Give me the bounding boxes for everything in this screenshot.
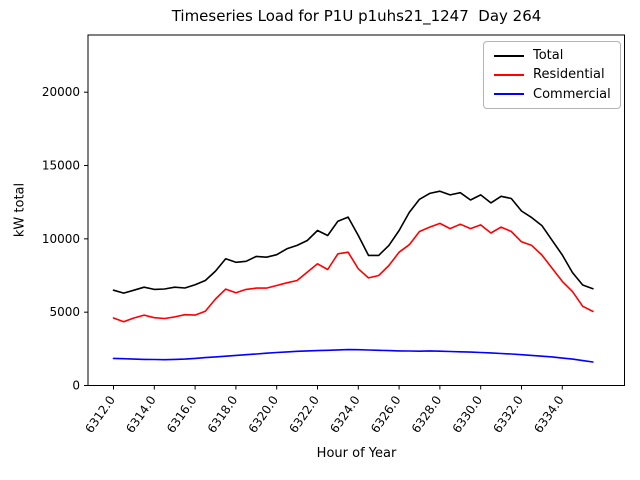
x-tick-label: 6312.0	[82, 393, 118, 435]
series-line-commercial	[112, 348, 594, 363]
legend-entry-commercial: Commercial	[494, 85, 614, 103]
y-tick-label: 10000	[42, 232, 80, 246]
x-tick-label: 6326.0	[368, 393, 404, 435]
x-tick-label: 6328.0	[409, 393, 445, 435]
legend-entry-total: Total	[494, 47, 614, 65]
legend-label-total: Total	[533, 48, 564, 64]
x-tick-label: 6334.0	[531, 393, 567, 435]
legend-box: Total Residential Commercial	[483, 41, 621, 109]
legend-line-sample-commercial	[494, 93, 524, 96]
x-tick-label: 6332.0	[490, 393, 526, 435]
chart-title: Timeseries Load for P1U p1uhs21_1247 Day…	[171, 7, 542, 25]
y-tick-label: 20000	[42, 85, 80, 99]
x-tick-label: 6318.0	[205, 393, 241, 435]
legend-entry-residential: Residential	[494, 66, 614, 84]
y-tick-label: 15000	[42, 159, 80, 173]
y-axis-label: kW total	[12, 182, 28, 238]
x-tick-label: 6320.0	[246, 393, 282, 435]
legend-line-sample-total	[494, 54, 524, 57]
x-tick-label: 6322.0	[286, 393, 322, 435]
x-tick-label: 6314.0	[123, 393, 159, 435]
x-axis-label: Hour of Year	[316, 446, 397, 461]
plot-area-border	[87, 34, 625, 386]
y-tick-label: 0	[72, 379, 80, 393]
legend-label-residential: Residential	[533, 67, 605, 83]
series-line-total	[112, 190, 594, 294]
legend-line-sample-residential	[494, 73, 524, 76]
legend-label-commercial: Commercial	[533, 86, 611, 102]
y-tick-label: 5000	[49, 305, 80, 319]
series-line-residential	[112, 222, 594, 323]
x-tick-label: 6324.0	[327, 393, 363, 435]
x-tick-label: 6316.0	[164, 393, 200, 435]
x-tick-label: 6330.0	[450, 393, 486, 435]
